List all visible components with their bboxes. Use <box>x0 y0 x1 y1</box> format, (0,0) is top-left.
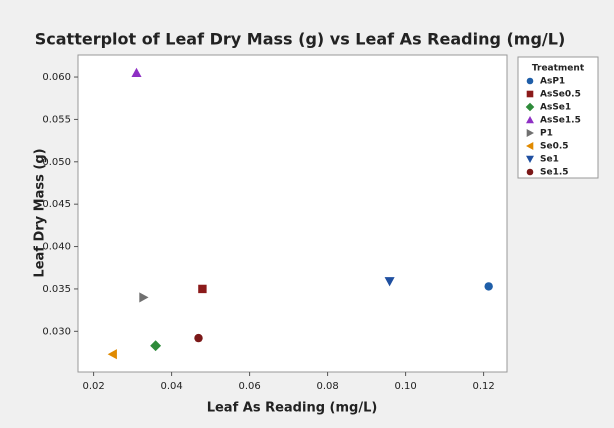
chart-title: Scatterplot of Leaf Dry Mass (g) vs Leaf… <box>35 30 566 49</box>
legend-label: P1 <box>540 129 553 139</box>
y-tick-label: 0.040 <box>42 242 71 253</box>
x-tick-label: 0.04 <box>160 381 182 392</box>
point <box>150 340 162 352</box>
point <box>194 333 203 343</box>
y-tick-label: 0.060 <box>42 72 71 83</box>
point <box>384 277 395 287</box>
legend-marker <box>526 116 534 124</box>
legend-marker <box>526 129 534 137</box>
legend-label: AsSe0.5 <box>540 90 581 100</box>
y-tick-label: 0.030 <box>42 326 71 337</box>
x-tick-label: 0.12 <box>472 381 494 392</box>
point <box>484 282 493 291</box>
legend-marker <box>526 90 534 98</box>
legend-label: Se1.5 <box>540 168 569 178</box>
point <box>139 292 149 303</box>
legend-label: Se1 <box>540 155 559 165</box>
x-tick-label: 0.10 <box>394 381 416 392</box>
y-tick-label: 0.055 <box>42 114 71 125</box>
legend-label: AsSe1 <box>540 103 571 113</box>
legend-marker <box>525 102 535 112</box>
legend-marker <box>526 155 534 163</box>
y-tick-label: 0.045 <box>42 199 71 210</box>
legend-marker <box>526 168 534 176</box>
x-axis-label: Leaf As Reading (mg/L) <box>207 401 378 416</box>
legend-marker <box>526 142 534 150</box>
point <box>198 284 207 294</box>
legend-title: Treatment <box>532 64 585 74</box>
legend-marker <box>526 77 534 85</box>
plot-area <box>77 54 508 373</box>
point <box>131 67 142 77</box>
legend-label: AsSe1.5 <box>540 116 581 126</box>
x-tick-label: 0.02 <box>82 381 104 392</box>
y-tick-label: 0.035 <box>42 284 71 295</box>
legend-label: Se0.5 <box>540 142 569 152</box>
legend-label: AsP1 <box>540 77 565 87</box>
x-tick-label: 0.06 <box>238 381 260 392</box>
y-axis-label: Leaf Dry Mass (g) <box>33 148 48 277</box>
y-tick-label: 0.050 <box>42 157 71 168</box>
x-tick-label: 0.08 <box>316 381 338 392</box>
point <box>107 349 117 360</box>
